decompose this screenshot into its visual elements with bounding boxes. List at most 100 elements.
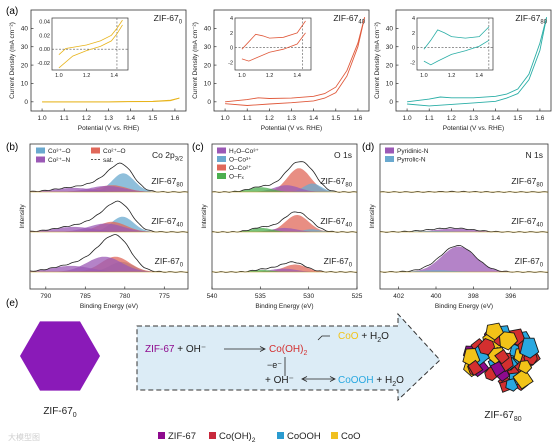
x-tick-label: 1.3 [469,115,478,122]
sample-label-sub: 40 [536,223,543,229]
peak-fit-1 [380,270,548,272]
legend-label: ZIF-67 [168,431,196,442]
xps-panel-b: 790 785 780 775 Binding Energy (eV) Intensity… [19,143,189,310]
inset-y-tick-label: -0.02 [37,61,50,67]
sample-label-main: ZIF-67 [515,256,540,266]
y-axis-label: Intensity [201,204,208,229]
inset-x-tick-label: 1.4 [110,73,118,79]
sample-label-main: ZIF-67 [515,13,540,23]
x-tick-label: 540 [207,293,218,300]
peak-fit-2 [30,185,188,192]
x-tick-label: 1.0 [38,115,47,122]
xps-title-main: O 1s [334,150,352,160]
inset-y-tick-label: 0 [412,46,415,52]
x-tick-label: 396 [505,293,516,300]
spectrum-2: ZIF-670 [379,244,549,273]
spectrum-envelope [211,161,358,193]
legend-label-sub: 2 [252,437,256,444]
oh-reactant-2: + OH⁻ [265,375,294,386]
x-tick-label: 400 [431,293,442,300]
cooh2-product-main: Co(OH) [269,344,303,355]
inset-x-tick-label: 1.2 [266,73,274,79]
legend-swatch [385,156,394,162]
x-tick-label: 1.6 [170,115,179,122]
y-axis-label: Current Density (mA cm⁻²) [9,22,16,99]
panel-label-b: (b) [6,142,18,153]
x-axis-label: Binding Energy (eV) [435,303,493,310]
x-tick-label: 1.1 [60,115,69,122]
legend-label: sat. [103,157,114,164]
cooh2-product-sub: 2 [303,350,307,357]
inset-x-tick-label: 1.2 [83,73,91,79]
sample-label-sub: 80 [176,183,183,189]
legend-swatch [158,432,165,439]
water-h: + H [359,331,378,342]
peak-fit-0 [380,246,548,272]
legend-label: Co²⁺–O [103,148,126,155]
xps-title-main: N 1s [526,150,543,160]
mosaic-fragment [494,348,510,365]
mosaic-fragment [517,360,533,374]
mosaic-fragment [519,337,540,359]
peak-fit-3 [30,226,188,232]
peak-fit-3 [30,265,188,272]
y-axis-label: Current Density (mA cm⁻²) [192,22,199,99]
panel-label-d: (d) [362,142,374,153]
sample-label-sub: 40 [176,223,183,229]
legend-swatch [217,156,226,162]
xps-title: N 1s [526,150,543,160]
x-tick-label: 775 [159,293,170,300]
x-tick-label: 535 [255,293,266,300]
spectrum-0: ZIF-6780 [211,161,358,193]
sample-label: ZIF-6740 [511,216,543,229]
xps-title: Co 2p3/2 [152,150,183,163]
cv-inset: 1.0 1.2 1.4 4 2 0 -2 [228,16,312,79]
spectrum-1: ZIF-6740 [29,200,189,233]
peak-fit-0 [212,215,357,232]
legend-swatch [217,173,226,179]
y-tick-label: 0 [389,99,393,106]
watermark: 大模型图 [8,432,40,442]
inset-x-tick-label: 1.4 [475,73,483,79]
sample-label: ZIF-670 [515,256,544,269]
xps-legend: Co³⁺–O Co²⁺–O Co²⁺–N sat. [36,147,126,164]
inset-frame [234,17,312,71]
x-axis-label: Potential (V vs. RHE) [261,125,322,132]
mosaic-fragment [489,361,506,378]
peak-fit-1 [212,183,357,192]
inset-y-tick-label: 0.04 [39,19,50,25]
reaction-line-3: + OH⁻ [265,375,294,386]
x-tick-label: 1.2 [447,115,456,122]
y-tick-label: 30 [21,44,29,51]
sample-label: ZIF-6740 [320,216,352,229]
legend-label: Pyridinic-N [397,148,429,155]
peak-fit-3 [30,187,188,192]
reaction-branch [317,335,330,341]
x-tick-label: 1.3 [287,115,296,122]
water-o-2: O [396,375,404,386]
legend-label: CoO [341,431,361,442]
cv-panel-2: 1.0 1.1 1.2 1.3 1.4 1.5 1.6010203040Potential … [192,9,370,132]
spectrum-0: ZIF-6780 [29,162,189,193]
x-axis-label: Binding Energy (eV) [80,303,138,310]
x-tick-label: 1.0 [403,115,412,122]
legend-label: O–Co³⁺ [229,157,252,164]
x-tick-label: 1.0 [221,115,230,122]
legend-label: O–Co²⁺ [229,165,252,172]
spectrum-1: ZIF-6740 [211,211,358,233]
cv-curve-0 [225,17,366,103]
sample-label: ZIF-6740 [333,13,365,26]
y-tick-label: 40 [21,26,29,33]
mosaic-fragment [477,337,496,356]
xps-panel-c: 540 535 530 525 Binding Energy (eV) Intensity… [201,143,363,310]
panel-label-a: (a) [6,6,18,17]
sample-label: ZIF-6780 [511,176,543,189]
x-tick-label: 1.6 [535,115,544,122]
sample-label-sub: 0 [180,263,184,269]
coo-product: CoO [338,331,359,342]
electron-label: −e⁻ [267,360,282,370]
inset-x-tick-label: 1.0 [420,73,428,79]
y-axis-label: Intensity [19,204,26,229]
legend-label: H₂O–Co³⁺ [229,148,259,155]
